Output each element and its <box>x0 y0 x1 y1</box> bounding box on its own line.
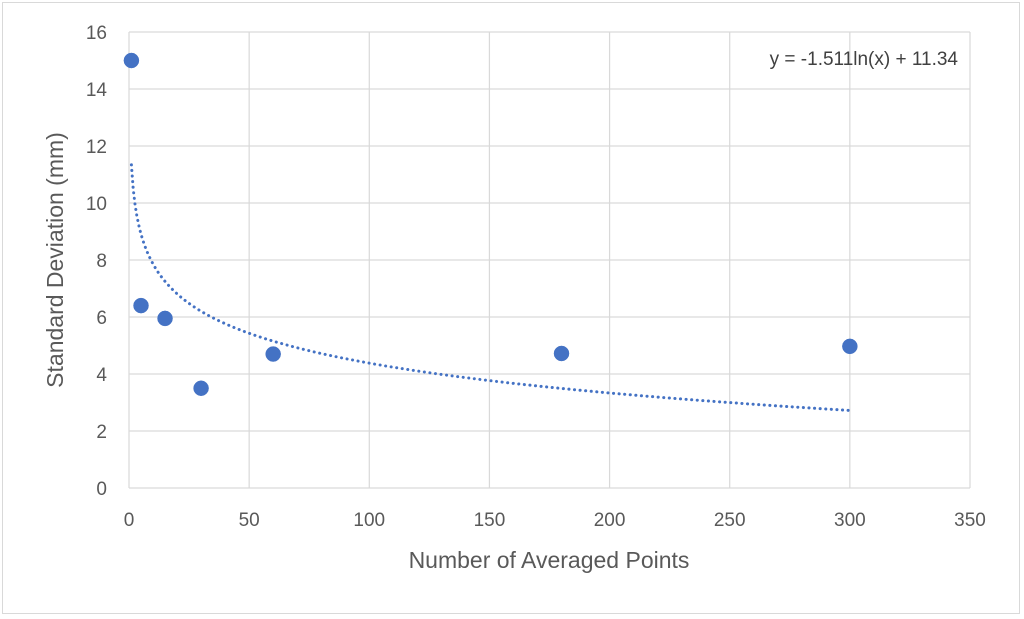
y-tick-label-8: 8 <box>96 251 107 272</box>
data-point-2 <box>133 297 149 314</box>
x-tick-label-0: 0 <box>124 510 135 531</box>
y-tick-label-10: 10 <box>86 194 107 215</box>
y-tick-labels: 0 2 4 6 8 10 12 14 16 <box>86 23 108 500</box>
trendline <box>129 163 852 412</box>
x-tick-label-250: 250 <box>714 510 746 531</box>
data-points <box>123 52 858 396</box>
data-point-6 <box>553 345 570 362</box>
y-tick-label-6: 6 <box>96 308 107 329</box>
x-tick-label-100: 100 <box>353 510 385 531</box>
x-tick-label-150: 150 <box>474 510 506 531</box>
x-tick-label-200: 200 <box>594 510 626 531</box>
x-tick-label-300: 300 <box>834 510 866 531</box>
trendline-equation: y = -1.511ln(x) + 11.34 <box>770 49 959 70</box>
y-tick-label-16: 16 <box>86 23 107 44</box>
data-point-5 <box>265 346 281 362</box>
trendline-layer <box>129 163 852 412</box>
x-tick-labels: 0 50 100 150 200 250 300 350 <box>124 510 986 531</box>
x-axis-title: Number of Averaged Points <box>409 547 690 573</box>
y-tick-label-4: 4 <box>96 365 107 386</box>
data-point-7 <box>842 338 858 355</box>
grid-lines <box>128 31 971 489</box>
data-point-4 <box>193 380 209 396</box>
y-tick-label-14: 14 <box>86 80 108 101</box>
y-tick-label-0: 0 <box>96 479 107 500</box>
y-tick-label-12: 12 <box>86 137 107 158</box>
y-tick-label-2: 2 <box>96 422 107 443</box>
y-axis-title: Standard Deviation (mm) <box>42 132 68 388</box>
x-tick-label-350: 350 <box>954 510 986 531</box>
data-point-3 <box>157 310 173 327</box>
x-tick-label-50: 50 <box>239 510 260 531</box>
data-point-1 <box>123 52 140 69</box>
